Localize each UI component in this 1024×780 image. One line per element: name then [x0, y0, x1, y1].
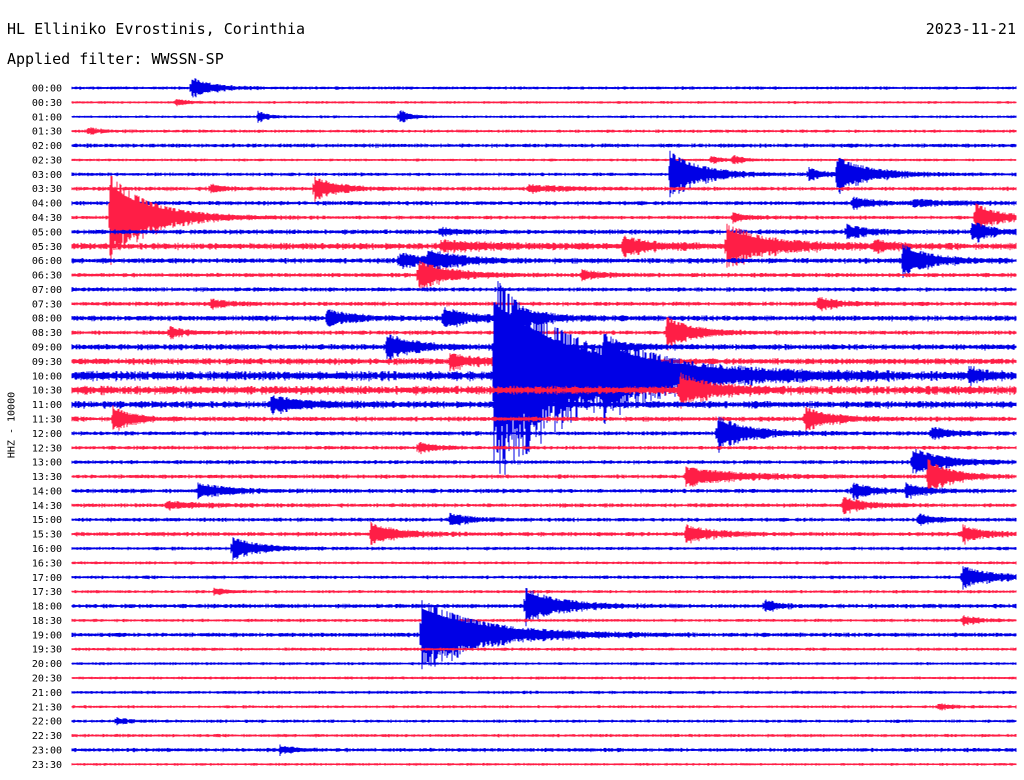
row-time-label: 17:00: [32, 573, 62, 584]
row-time-label: 22:00: [32, 717, 62, 728]
row-time-label: 12:30: [32, 443, 62, 454]
row-time-label: 13:00: [32, 458, 62, 469]
row-time-label: 01:00: [32, 112, 62, 123]
trace-row-1000: [71, 281, 1017, 475]
row-time-label: 11:00: [32, 400, 62, 411]
row-time-label: 01:30: [32, 127, 62, 138]
row-time-label: 23:00: [32, 745, 62, 756]
row-time-label: 23:30: [32, 760, 62, 771]
row-time-label: 15:30: [32, 530, 62, 541]
row-time-label: 06:00: [32, 256, 62, 267]
row-time-label: 05:00: [32, 227, 62, 238]
row-time-label: 10:00: [32, 371, 62, 382]
filter-label: Applied filter: WWSSN-SP: [7, 50, 224, 68]
row-time-label: 21:30: [32, 702, 62, 713]
row-time-label: 18:00: [32, 602, 62, 613]
row-time-label: 18:30: [32, 616, 62, 627]
row-time-label: 22:30: [32, 731, 62, 742]
row-time-label: 21:00: [32, 688, 62, 699]
row-time-label: 08:30: [32, 328, 62, 339]
row-time-label: 17:30: [32, 587, 62, 598]
row-time-label: 16:30: [32, 558, 62, 569]
row-time-label: 11:30: [32, 414, 62, 425]
row-time-label: 02:30: [32, 155, 62, 166]
row-time-label: 00:00: [32, 84, 62, 95]
row-time-label: 14:30: [32, 501, 62, 512]
row-time-label: 12:00: [32, 429, 62, 440]
row-time-label: 19:00: [32, 630, 62, 641]
row-time-label: 10:30: [32, 386, 62, 397]
row-time-label: 15:00: [32, 515, 62, 526]
row-time-label: 06:30: [32, 271, 62, 282]
trace-row-1300: [71, 449, 1017, 474]
station-title: HL Elliniko Evrostinis, Corinthia: [7, 20, 306, 38]
row-time-label: 09:00: [32, 343, 62, 354]
row-time-label: 08:00: [32, 314, 62, 325]
row-time-label: 09:30: [32, 357, 62, 368]
row-time-label: 03:00: [32, 170, 62, 181]
date-label: 2023-11-21: [925, 20, 1016, 38]
row-time-label: 13:30: [32, 472, 62, 483]
row-time-label: 04:00: [32, 199, 62, 210]
row-time-label: 05:30: [32, 242, 62, 253]
row-time-label: 14:00: [32, 486, 62, 497]
row-time-label: 20:30: [32, 673, 62, 684]
row-time-label: 02:00: [32, 141, 62, 152]
row-time-label: 16:00: [32, 544, 62, 555]
row-time-label: 20:00: [32, 659, 62, 670]
row-time-label: 00:30: [32, 98, 62, 109]
row-time-label: 19:30: [32, 645, 62, 656]
row-time-label: 03:30: [32, 184, 62, 195]
row-time-label: 07:00: [32, 285, 62, 296]
trace-row-1530: [71, 521, 1017, 545]
row-time-label: 07:30: [32, 299, 62, 310]
row-time-label: 04:30: [32, 213, 62, 224]
